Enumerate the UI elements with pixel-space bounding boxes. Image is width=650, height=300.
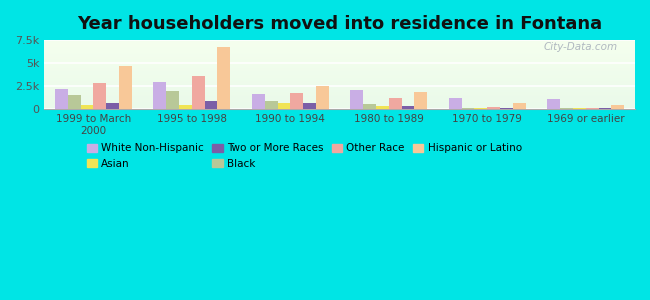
Title: Year householders moved into residence in Fontana: Year householders moved into residence i… <box>77 15 602 33</box>
Bar <box>363 103 376 109</box>
Bar <box>547 98 560 109</box>
Bar <box>415 92 427 109</box>
Bar <box>586 108 599 109</box>
Bar <box>376 106 389 109</box>
Bar <box>252 94 265 109</box>
Bar <box>192 76 205 109</box>
Bar <box>68 95 81 109</box>
Bar <box>278 103 291 109</box>
Text: City-Data.com: City-Data.com <box>543 42 618 52</box>
Bar <box>291 93 303 109</box>
Bar <box>350 90 363 109</box>
Bar <box>488 106 500 109</box>
Bar <box>474 108 488 109</box>
Legend: White Non-Hispanic, Asian, Two or More Races, Black, Other Race, Hispanic or Lat: White Non-Hispanic, Asian, Two or More R… <box>83 139 526 173</box>
Bar <box>119 66 132 109</box>
Bar <box>218 47 230 109</box>
Bar <box>205 101 218 109</box>
Bar <box>612 105 624 109</box>
Bar <box>573 108 586 109</box>
Bar <box>166 91 179 109</box>
Bar <box>179 105 192 109</box>
Bar <box>500 108 513 109</box>
Bar <box>94 83 106 109</box>
Bar <box>513 103 526 109</box>
Bar <box>265 101 278 109</box>
Bar <box>560 108 573 109</box>
Bar <box>389 98 402 109</box>
Bar <box>153 82 166 109</box>
Bar <box>106 103 119 109</box>
Bar <box>55 89 68 109</box>
Bar <box>449 98 462 109</box>
Bar <box>316 85 329 109</box>
Bar <box>402 106 415 109</box>
Bar <box>462 108 474 109</box>
Bar <box>81 105 94 109</box>
Bar <box>303 103 316 109</box>
Bar <box>599 108 612 109</box>
